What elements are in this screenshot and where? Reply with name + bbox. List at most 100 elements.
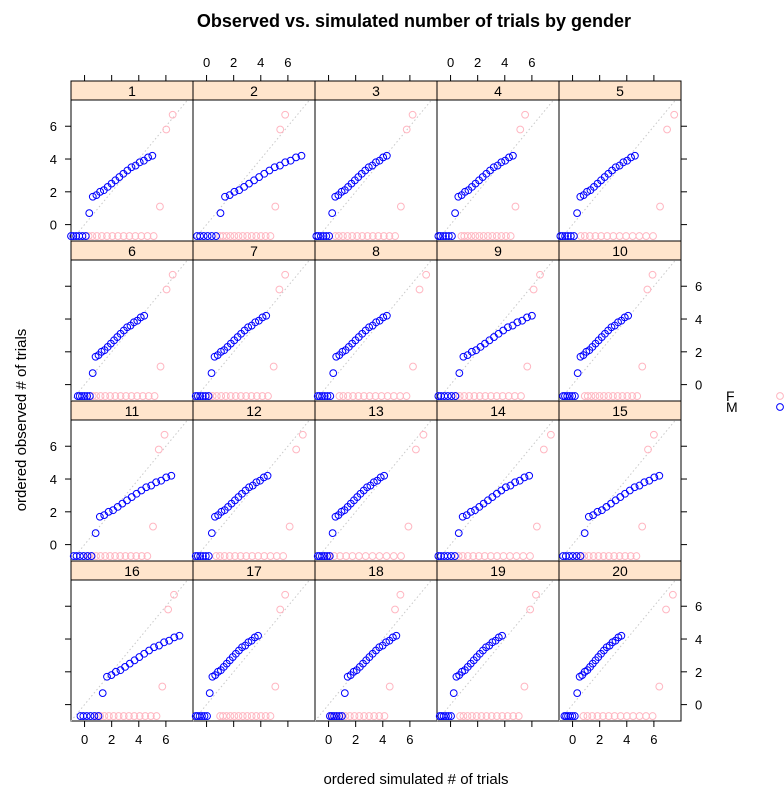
point-M-7-5	[204, 392, 213, 400]
point-M-1-19	[135, 158, 144, 167]
point-M-3-19	[372, 158, 380, 167]
point-M-11-0	[69, 552, 78, 560]
point-M-4-5	[448, 232, 456, 240]
point-M-4-4	[444, 232, 453, 240]
point-F-2-12	[266, 232, 275, 240]
point-F-13-8	[368, 552, 377, 560]
point-M-1-6	[85, 209, 94, 218]
point-M-3-4	[322, 232, 331, 240]
point-F-16-3	[104, 712, 113, 720]
point-M-16-12	[125, 659, 134, 668]
point-F-9-15	[536, 270, 544, 279]
y-tick-label-right-1-2: 2	[695, 345, 702, 360]
point-M-8-5	[326, 392, 335, 400]
point-F-6-5	[111, 392, 120, 400]
point-M-14-6	[454, 529, 463, 538]
point-F-6-9	[133, 392, 142, 400]
reference-line-18	[314, 579, 432, 722]
point-M-19-22	[498, 631, 506, 640]
point-F-8-8	[377, 392, 386, 400]
chart-title: Observed vs. simulated number of trials …	[197, 11, 631, 31]
x-tick-label-bottom-4-6: 6	[650, 732, 657, 747]
panel-frame-10	[558, 259, 682, 402]
point-M-11-6	[91, 529, 100, 538]
reference-line-17	[192, 579, 310, 722]
point-M-10-2	[563, 392, 572, 400]
point-M-14-19	[511, 478, 519, 487]
point-M-12-3	[199, 552, 207, 560]
point-M-11-3	[79, 552, 88, 560]
point-M-16-14	[135, 653, 144, 661]
point-F-15-6	[599, 552, 608, 560]
point-F-3-5	[353, 232, 362, 240]
point-F-19-13	[520, 682, 529, 691]
point-M-8-17	[365, 323, 374, 332]
point-M-3-21	[379, 153, 388, 162]
point-M-14-4	[447, 552, 456, 560]
reference-line-15	[558, 419, 676, 562]
point-F-2-14	[276, 125, 285, 134]
point-M-10-3	[565, 392, 574, 400]
point-F-3-7	[363, 232, 372, 240]
point-F-6-6	[116, 392, 125, 400]
point-F-8-13	[409, 362, 417, 371]
point-F-8-7	[371, 392, 380, 400]
point-F-4-5	[475, 232, 484, 240]
point-M-18-2	[330, 712, 339, 720]
point-M-14-3	[443, 552, 452, 560]
point-F-6-12	[150, 392, 159, 400]
point-M-20-4	[568, 712, 577, 720]
point-M-2-6	[216, 209, 225, 218]
point-F-14-15	[546, 430, 555, 439]
point-M-9-14	[490, 333, 498, 341]
point-M-11-7	[95, 512, 104, 521]
point-F-19-4	[472, 712, 481, 720]
point-F-14-3	[469, 552, 478, 560]
point-M-9-13	[485, 336, 494, 345]
point-F-8-15	[422, 270, 431, 279]
point-F-9-8	[492, 392, 501, 400]
x-tick-label-top-1-6: 6	[284, 55, 291, 70]
point-M-5-21	[627, 153, 635, 162]
point-M-11-2	[76, 552, 84, 560]
point-F-15-3	[584, 552, 593, 560]
point-F-7-2	[212, 392, 221, 400]
strip-label-10: 10	[612, 243, 628, 259]
panel-frame-11	[70, 419, 194, 562]
point-M-16-13	[130, 656, 139, 665]
point-F-17-14	[276, 605, 285, 614]
point-F-1-11	[143, 232, 152, 240]
point-F-20-3	[593, 712, 602, 720]
point-M-17-2	[195, 712, 204, 720]
point-M-8-2	[318, 392, 326, 400]
point-F-5-3	[591, 232, 600, 240]
panel-frame-12	[192, 419, 316, 562]
point-M-15-9	[593, 507, 602, 516]
point-M-17-22	[254, 631, 262, 640]
point-M-2-12	[245, 179, 253, 188]
point-F-10-15	[648, 270, 657, 279]
point-M-2-22	[297, 151, 306, 160]
point-F-12-1	[215, 552, 224, 560]
point-F-5-15	[670, 110, 679, 119]
point-M-9-4	[447, 392, 456, 400]
point-M-5-3	[563, 232, 572, 240]
point-M-16-16	[145, 646, 153, 655]
point-F-2-11	[261, 232, 270, 240]
strip-label-1: 1	[128, 83, 136, 99]
point-F-20-9	[629, 712, 638, 720]
point-M-7-1	[193, 392, 202, 400]
point-F-6-13	[156, 362, 165, 371]
point-M-16-11	[121, 662, 129, 671]
point-M-7-17	[244, 323, 253, 332]
x-tick-label-bottom-4-2: 2	[596, 732, 603, 747]
point-F-7-13	[269, 362, 278, 371]
point-M-1-7	[88, 192, 97, 201]
point-M-14-22	[525, 471, 534, 480]
point-F-7-6	[231, 392, 240, 400]
point-F-9-12	[517, 392, 525, 400]
point-M-2-1	[196, 232, 204, 240]
point-M-20-5	[570, 712, 579, 720]
point-F-20-14	[662, 605, 670, 614]
point-M-10-1	[561, 392, 569, 400]
